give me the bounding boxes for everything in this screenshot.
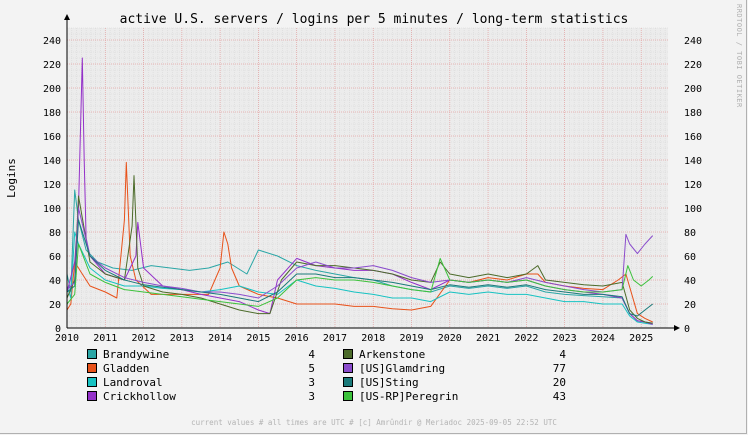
y-tick-label-left: 160	[43, 132, 61, 143]
watermark: RRDTOOL / TOBI OETIKER	[735, 4, 743, 108]
y-tick-label-right: 160	[684, 132, 702, 143]
series-line-landroval	[66, 231, 653, 325]
y-tick-label-left: 220	[43, 60, 61, 71]
series-line-arkenstone	[66, 175, 653, 324]
y-tick-label-left: 60	[49, 252, 61, 263]
y-tick-label-right: 120	[684, 180, 702, 191]
x-tick-label: 2017	[323, 333, 347, 344]
y-tick-label-left: 120	[43, 180, 61, 191]
y-tick-label-right: 60	[684, 252, 696, 263]
y-tick-label-left: 200	[43, 84, 61, 95]
chart-title: active U.S. servers / logins per 5 minut…	[120, 12, 629, 27]
x-tick-label: 2024	[591, 333, 615, 344]
x-tick-label: 2011	[93, 333, 117, 344]
y-tick-label-left: 0	[55, 324, 61, 335]
y-tick-label-left: 140	[43, 156, 61, 167]
y-tick-label-right: 180	[684, 108, 702, 119]
x-tick-label: 2015	[246, 333, 270, 344]
x-tick-label: 2010	[55, 333, 79, 344]
series-line-brandywine	[66, 189, 653, 324]
x-tick-label: 2012	[132, 333, 156, 344]
y-tick-label-right: 40	[684, 276, 696, 287]
y-axis-arrow	[64, 14, 70, 20]
x-tick-label: 2025	[629, 333, 653, 344]
footer-note: current values # all times are UTC # [c]…	[191, 418, 557, 427]
series-line-us-rp-peregrin	[66, 243, 654, 307]
x-tick-label: 2016	[285, 333, 309, 344]
y-tick-label-right: 20	[684, 300, 696, 311]
series-line-us-sting	[66, 219, 654, 317]
y-tick-label-right: 200	[684, 84, 702, 95]
y-tick-label-left: 80	[49, 228, 61, 239]
y-tick-label-left: 180	[43, 108, 61, 119]
x-axis-arrow	[674, 325, 680, 331]
y-tick-label-left: 240	[43, 36, 61, 47]
x-tick-label: 2014	[208, 333, 232, 344]
y-tick-label-left: 20	[49, 300, 61, 311]
y-tick-label-right: 0	[684, 324, 690, 335]
y-tick-label-right: 100	[684, 204, 702, 215]
x-tick-label: 2023	[553, 333, 577, 344]
y-tick-label-right: 220	[684, 60, 702, 71]
grid	[66, 27, 668, 329]
y-tick-label-right: 80	[684, 228, 696, 239]
y-axis-label: Logins	[5, 158, 18, 198]
series-lines	[66, 57, 654, 325]
x-tick-label: 2021	[476, 333, 500, 344]
x-tick-label: 2013	[170, 333, 194, 344]
y-tick-label-left: 40	[49, 276, 61, 287]
x-tick-label: 2022	[514, 333, 538, 344]
y-tick-label-left: 100	[43, 204, 61, 215]
x-tick-label: 2020	[438, 333, 462, 344]
y-tick-label-right: 240	[684, 36, 702, 47]
x-tick-label: 2019	[399, 333, 423, 344]
x-tick-label: 2018	[361, 333, 385, 344]
y-tick-label-right: 140	[684, 156, 702, 167]
